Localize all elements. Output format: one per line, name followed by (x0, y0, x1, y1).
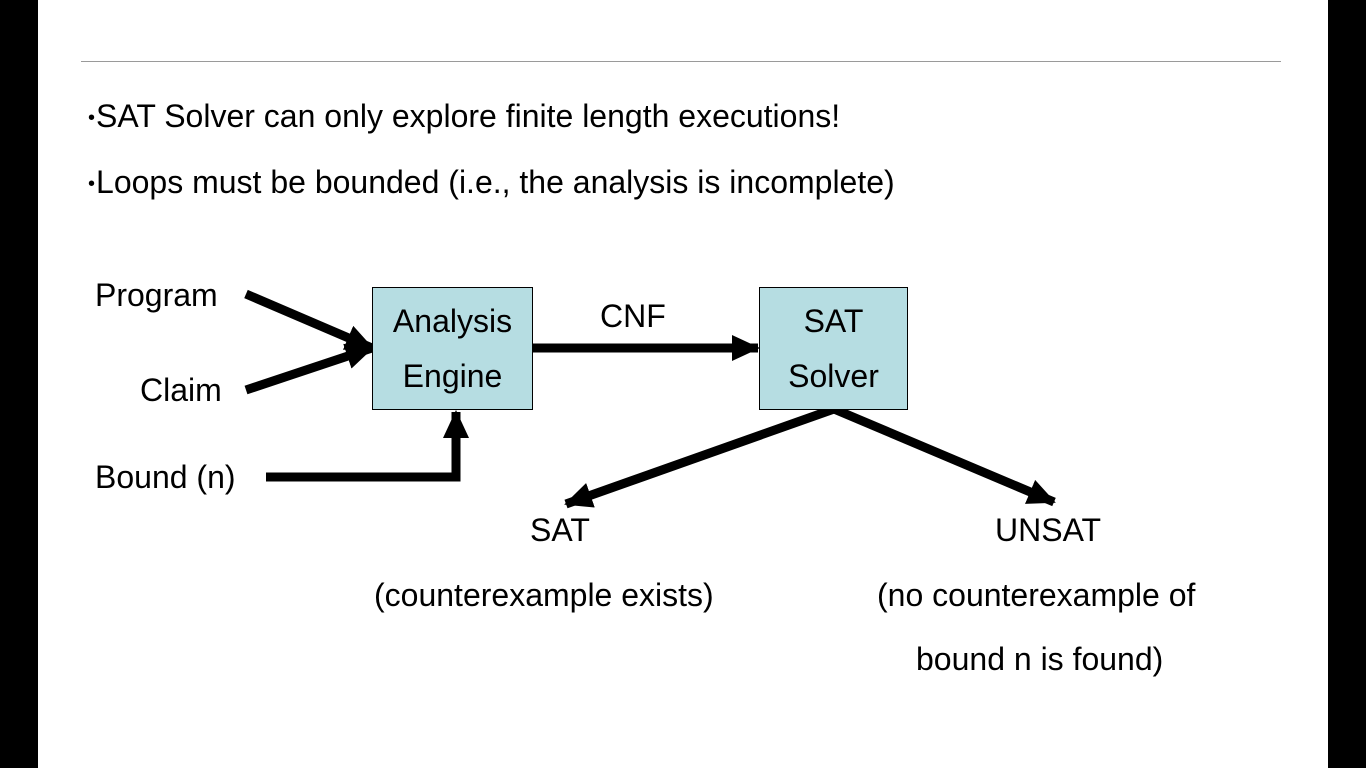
bullet-2-text: Loops must be bounded (i.e., the analysi… (96, 164, 895, 200)
unsat-outcome-arrow (832, 404, 1056, 507)
unsat-outcome-title: UNSAT (995, 512, 1102, 548)
title-divider (81, 61, 1281, 62)
program-arrow (244, 289, 374, 353)
analysis-engine-box: Analysis Engine (372, 287, 533, 410)
slide: •SAT Solver can only explore finite leng… (38, 0, 1328, 768)
sat-solver-box: SAT Solver (759, 287, 908, 410)
unsat-outcome-desc-line1: (no counterexample of (877, 577, 1196, 613)
bullet-marker: • (88, 173, 96, 195)
diagram-arrows (244, 289, 1056, 509)
sat-solver-line2: Solver (788, 357, 879, 394)
bullet-2: •Loops must be bounded (i.e., the analys… (88, 164, 895, 202)
program-label: Program (95, 277, 218, 313)
claim-arrow (244, 343, 374, 395)
claim-label: Claim (140, 372, 222, 408)
analysis-engine-line2: Engine (402, 357, 503, 394)
sat-solver-line1: SAT (803, 303, 864, 340)
analysis-engine-line1: Analysis (392, 303, 513, 340)
bound-arrow (266, 410, 469, 482)
bullet-1-text: SAT Solver can only explore finite lengt… (96, 98, 841, 134)
bullet-1: •SAT Solver can only explore finite leng… (88, 98, 840, 136)
sat-outcome-title: SAT (530, 512, 590, 548)
unsat-outcome-desc-line2: bound n is found) (916, 641, 1164, 677)
bound-label: Bound (n) (95, 459, 236, 495)
cnf-label: CNF (600, 298, 666, 334)
sat-outcome-arrow (564, 404, 836, 509)
bullet-marker: • (88, 107, 96, 129)
sat-outcome-desc: (counterexample exists) (374, 577, 714, 613)
